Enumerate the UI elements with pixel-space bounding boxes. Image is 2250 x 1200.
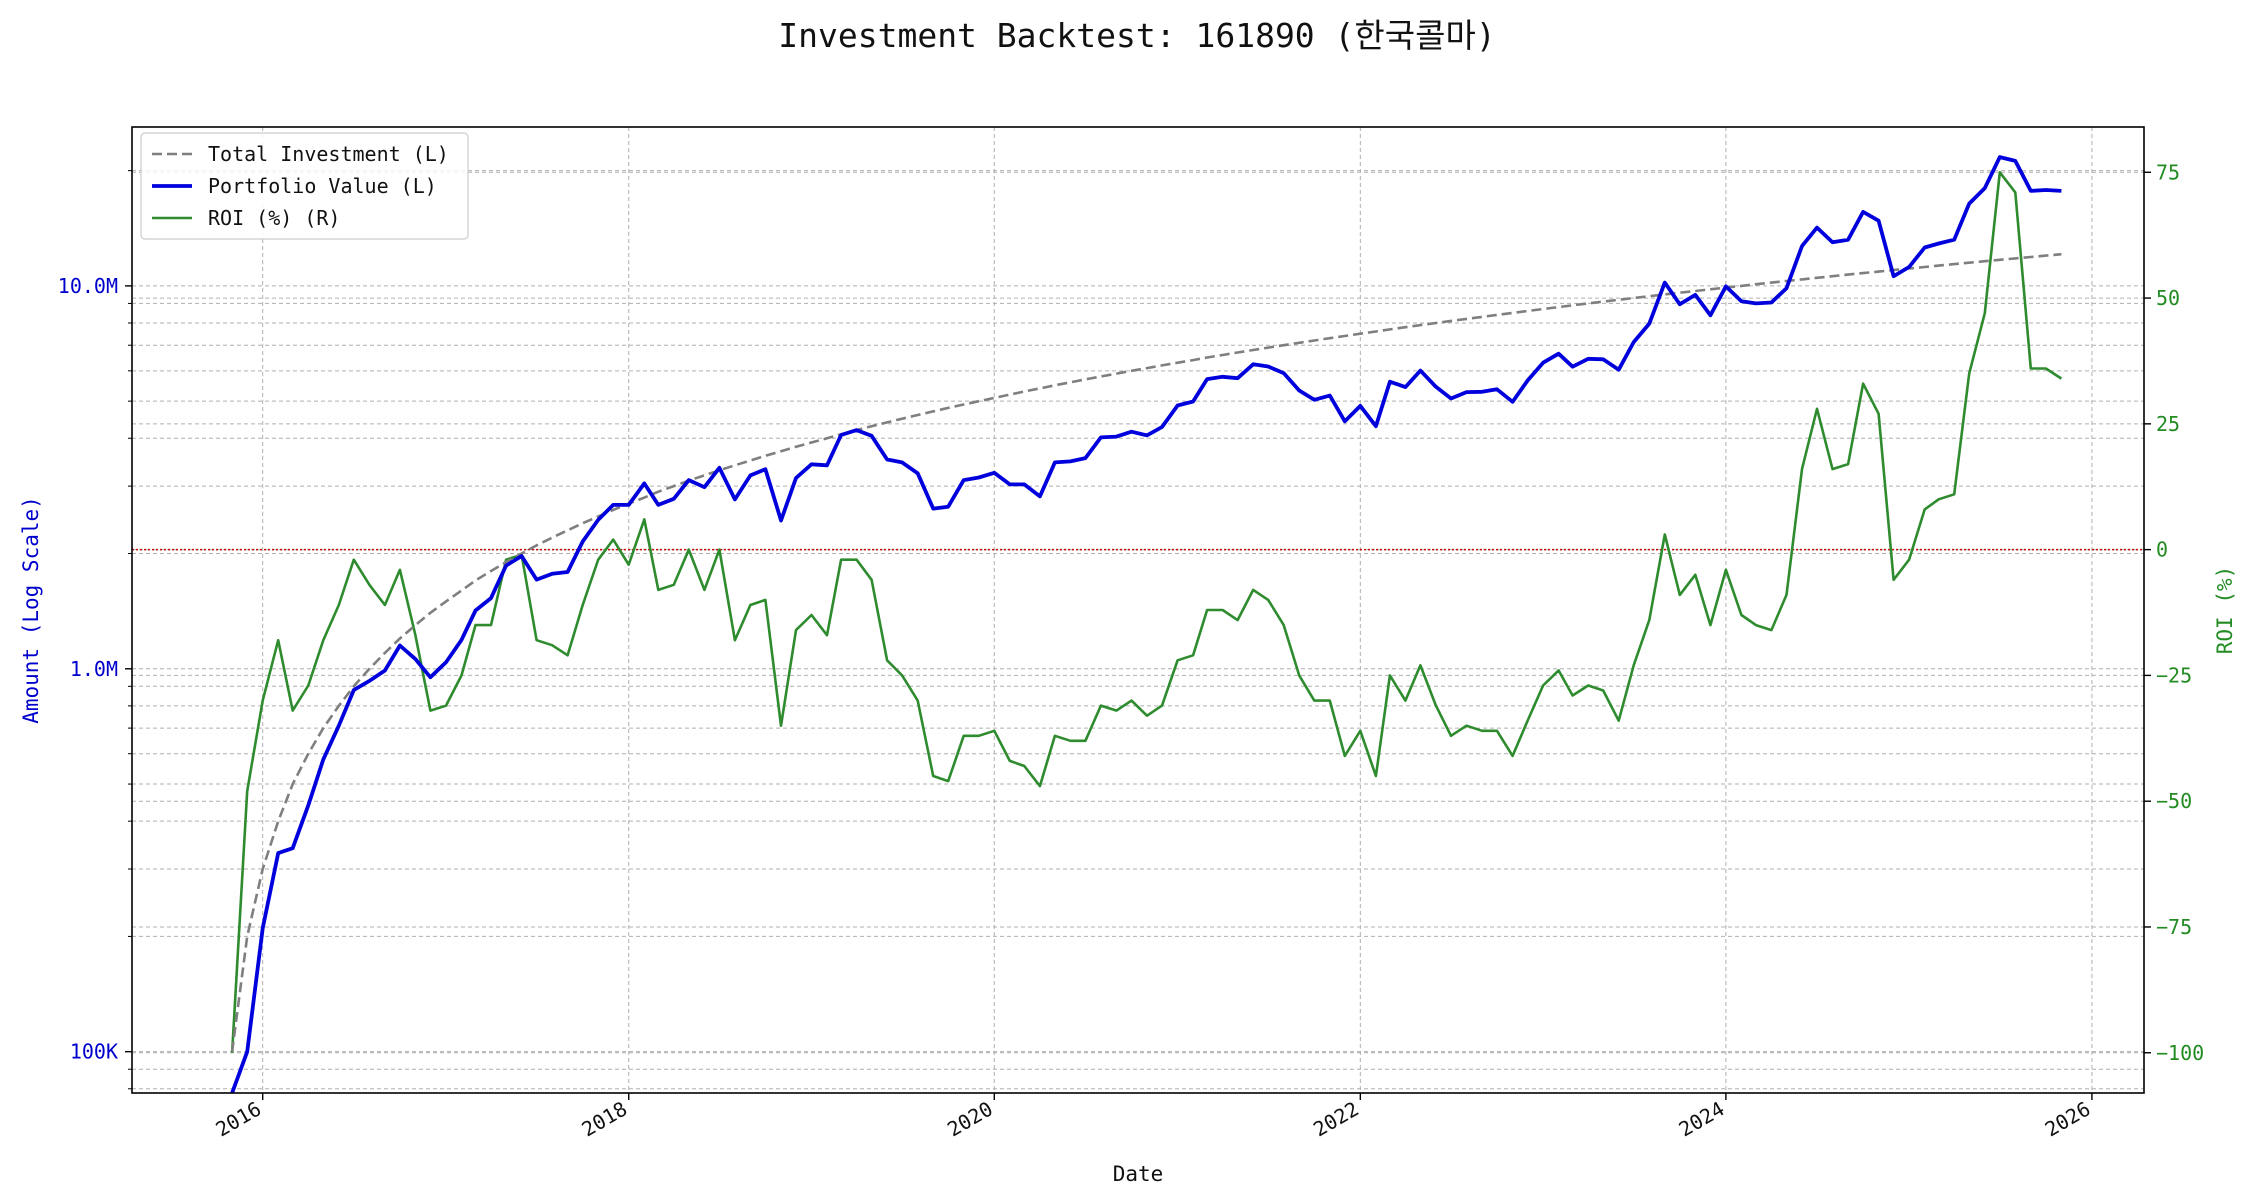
y-right-tick-label: 25 bbox=[2156, 412, 2180, 436]
legend-box bbox=[140, 132, 469, 240]
y-axis-left-label: Amount (Log Scale) bbox=[19, 496, 43, 724]
legend: Total Investment (L) Portfolio Value (L) R… bbox=[140, 132, 469, 240]
x-axis-label: Date bbox=[1113, 1162, 1164, 1186]
y-right-tick-label: 0 bbox=[2156, 538, 2168, 562]
legend-entry-portfolio-value: Portfolio Value (L) bbox=[152, 174, 437, 198]
legend-entry-total-investment: Total Investment (L) bbox=[152, 142, 449, 166]
y-right-tick-label: −50 bbox=[2156, 789, 2192, 813]
total-investment-line bbox=[230, 252, 2062, 1052]
series-layer bbox=[230, 155, 2063, 1094]
y-right-tick-label: 50 bbox=[2156, 286, 2180, 310]
roi-line bbox=[230, 171, 2063, 1053]
y-right-tick-label: −75 bbox=[2156, 915, 2192, 939]
y-right-tick-label: 75 bbox=[2156, 160, 2180, 184]
legend-label: Total Investment (L) bbox=[208, 142, 449, 166]
portfolio-value-line bbox=[230, 155, 2062, 1094]
legend-entry-roi: ROI (%) (R) bbox=[152, 206, 340, 230]
legend-entries: Total Investment (L) Portfolio Value (L) R… bbox=[152, 142, 449, 230]
y-left-tick-label: 1.0M bbox=[70, 657, 118, 681]
plot-frame bbox=[131, 126, 2145, 1094]
y-left-tick-label: 100K bbox=[70, 1040, 118, 1064]
legend-label: ROI (%) (R) bbox=[208, 206, 340, 230]
y-axis-right-label: ROI (%) bbox=[2213, 566, 2237, 655]
legend-label: Portfolio Value (L) bbox=[208, 174, 437, 198]
chart-title: Investment Backtest: 161890 (한국콜마) bbox=[778, 16, 1495, 55]
y-right-tick-label: −100 bbox=[2156, 1041, 2204, 1065]
y-left-tick-label: 10.0M bbox=[58, 274, 118, 298]
y-right-tick-label: −25 bbox=[2156, 663, 2192, 687]
